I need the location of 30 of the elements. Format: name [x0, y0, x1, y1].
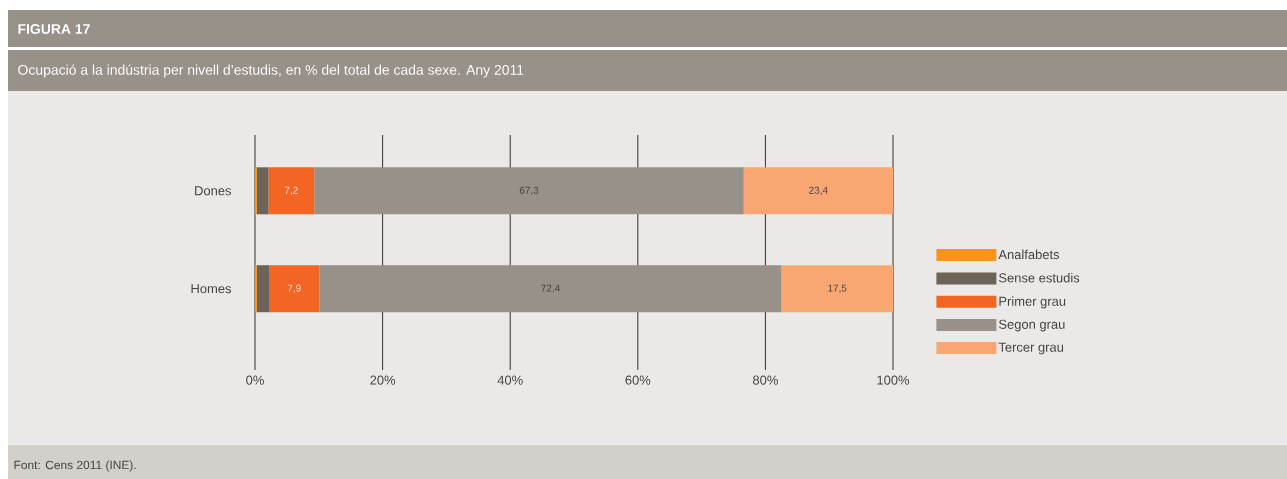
x-tick-label: 20% — [370, 375, 396, 385]
chart-subtitle: Ocupació a la indústria per nivell d’estudis, en % del total de cada sexe. Any 2011 — [18, 64, 524, 78]
y-tick-label: Homes — [191, 284, 232, 294]
text: Font: Cens 2011 (INE). — [14, 460, 136, 472]
bar — [743, 167, 894, 215]
bar — [269, 265, 320, 313]
data-label: 72,4 — [541, 284, 560, 293]
bar — [314, 167, 744, 215]
legend-label: Sense estudis — [998, 272, 1080, 283]
bar — [781, 265, 894, 313]
data-label: 67,3 — [519, 186, 539, 195]
legend-label: Analfabets — [998, 249, 1060, 260]
bar — [268, 167, 315, 215]
x-tick-label: 100% — [877, 375, 910, 385]
x-tick-label: 60% — [625, 375, 651, 385]
x-tick-label: 40% — [497, 375, 523, 385]
x-tick-label: 80% — [753, 375, 778, 385]
x-tick-label: 0% — [246, 375, 264, 385]
legend-label: Segon grau — [998, 319, 1065, 332]
data-label: 23,4 — [809, 186, 828, 195]
bar — [256, 167, 269, 215]
y-tick-label: Dones — [195, 186, 232, 196]
data-label: 7,9 — [287, 284, 301, 293]
legend-label: Tercer grau — [998, 342, 1064, 355]
data-label: 17,5 — [828, 284, 847, 293]
bar — [319, 265, 782, 313]
data-label: 7,2 — [284, 186, 298, 195]
text: FIGURA 17 — [18, 24, 90, 34]
legend-label: Primer grau — [999, 296, 1066, 309]
bar — [256, 265, 270, 313]
